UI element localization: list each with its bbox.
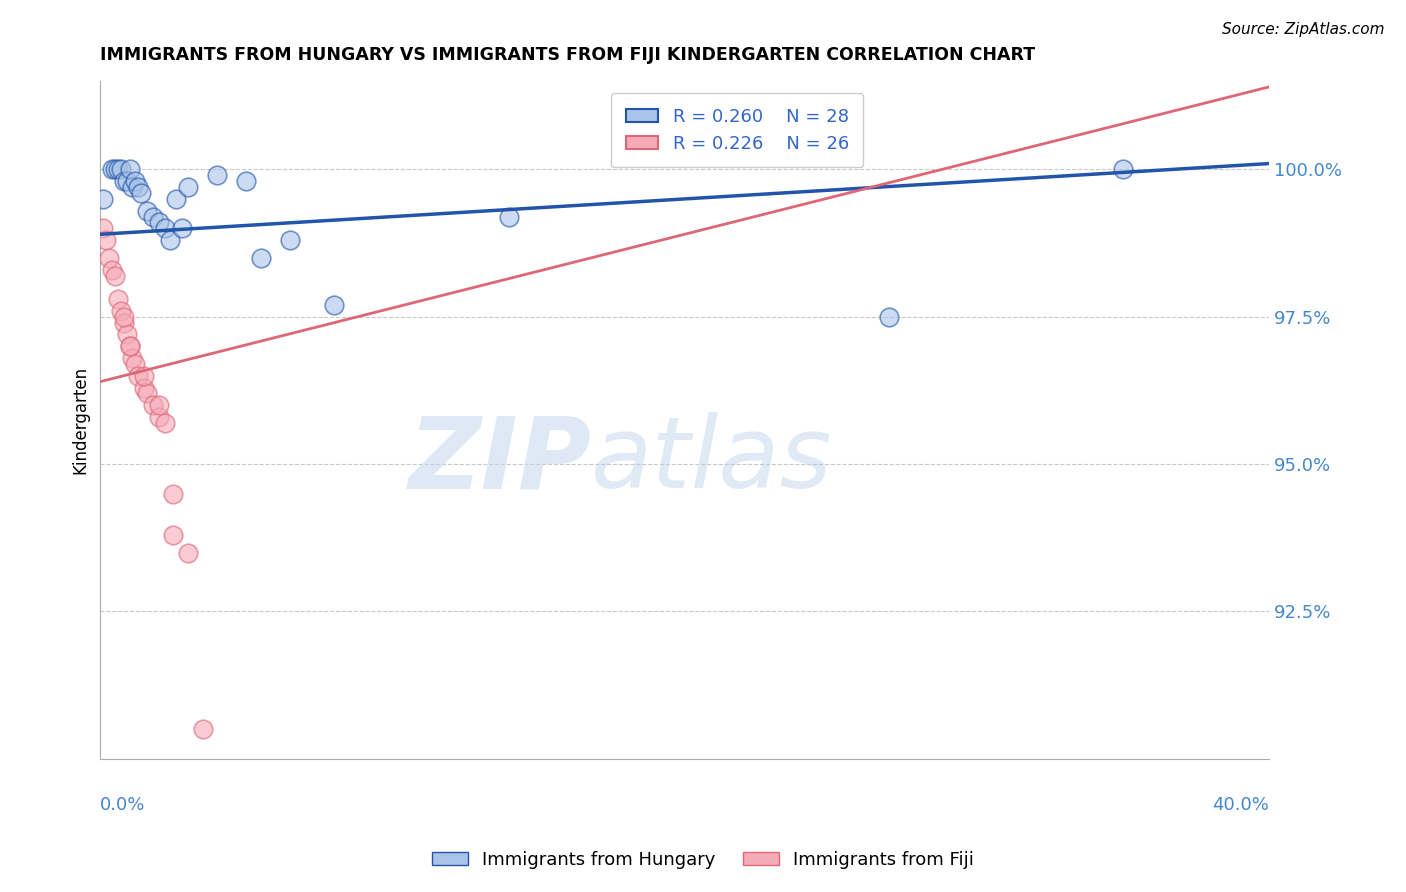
Point [162, 528, 184, 542]
Point [129, 186, 152, 200]
Point [278, 233, 301, 247]
Point [159, 233, 181, 247]
Point [142, 210, 165, 224]
Point [134, 368, 156, 383]
Text: 0.0%: 0.0% [100, 796, 146, 814]
Legend: R = 0.260    N = 28, R = 0.226    N = 26: R = 0.260 N = 28, R = 0.226 N = 26 [612, 94, 863, 168]
Point [107, 162, 129, 177]
Point [148, 409, 170, 424]
Point [127, 368, 149, 383]
Point [115, 174, 138, 188]
Point [112, 310, 135, 324]
Point [104, 268, 127, 283]
Point [115, 327, 138, 342]
Point [235, 174, 257, 188]
Point [96, 233, 118, 247]
Point [124, 357, 146, 371]
Point [112, 174, 135, 188]
Text: IMMIGRANTS FROM HUNGARY VS IMMIGRANTS FROM FIJI KINDERGARTEN CORRELATION CHART: IMMIGRANTS FROM HUNGARY VS IMMIGRANTS FR… [100, 46, 1035, 64]
Point [127, 180, 149, 194]
Point [134, 380, 156, 394]
Point [877, 310, 900, 324]
Point [165, 192, 187, 206]
Point [101, 262, 124, 277]
Point [172, 221, 194, 235]
Point [1112, 162, 1135, 177]
Point [250, 251, 273, 265]
Point [101, 162, 124, 177]
Point [110, 162, 132, 177]
Point [118, 162, 141, 177]
Point [110, 304, 132, 318]
Point [104, 162, 127, 177]
Point [153, 416, 176, 430]
Text: atlas: atlas [591, 412, 832, 509]
Text: Source: ZipAtlas.com: Source: ZipAtlas.com [1222, 22, 1385, 37]
Point [148, 215, 170, 229]
Point [112, 316, 135, 330]
Point [107, 292, 129, 306]
Point [177, 545, 200, 559]
Point [118, 339, 141, 353]
Point [323, 298, 346, 312]
Point [498, 210, 520, 224]
Y-axis label: Kindergarten: Kindergarten [72, 366, 89, 474]
Point [91, 192, 114, 206]
Point [191, 723, 214, 737]
Text: ZIP: ZIP [408, 412, 591, 509]
Point [121, 180, 143, 194]
Legend: Immigrants from Hungary, Immigrants from Fiji: Immigrants from Hungary, Immigrants from… [425, 844, 981, 876]
Point [121, 351, 143, 365]
Point [136, 203, 159, 218]
Point [148, 398, 170, 412]
Point [124, 174, 146, 188]
Point [91, 221, 114, 235]
Point [136, 386, 159, 401]
Text: 40.0%: 40.0% [1212, 796, 1270, 814]
Point [162, 486, 184, 500]
Point [98, 251, 121, 265]
Point [118, 339, 141, 353]
Point [205, 169, 228, 183]
Point [177, 180, 200, 194]
Point [153, 221, 176, 235]
Point [142, 398, 165, 412]
